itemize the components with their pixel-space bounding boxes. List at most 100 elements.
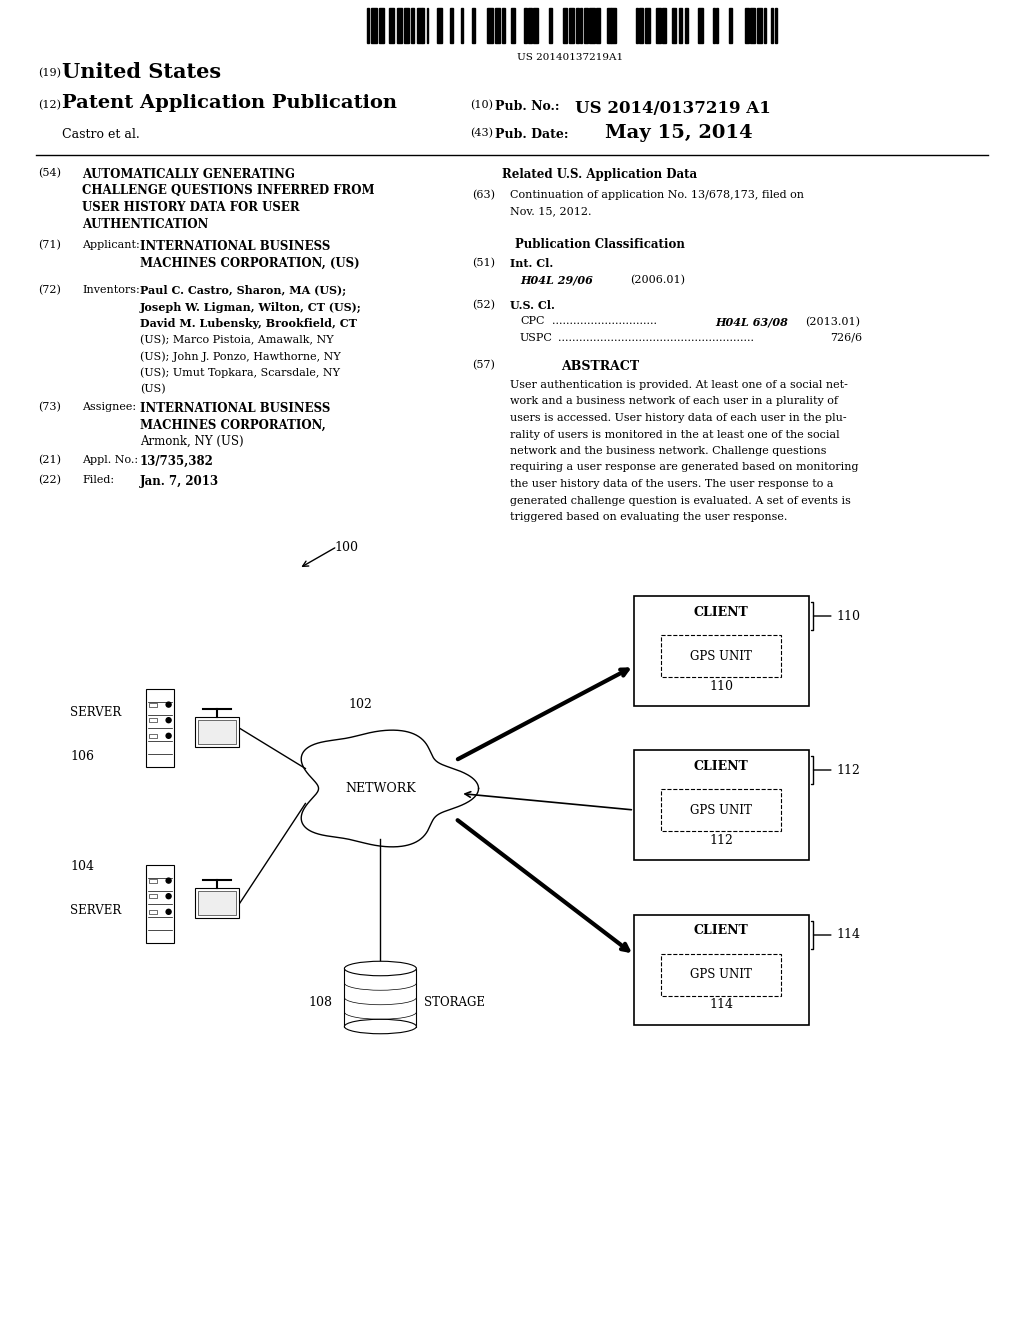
- Bar: [371, 8, 377, 44]
- Text: Related U.S. Application Data: Related U.S. Application Data: [503, 168, 697, 181]
- Text: (57): (57): [472, 360, 495, 371]
- Bar: [487, 8, 493, 44]
- Text: Applicant:: Applicant:: [82, 240, 139, 249]
- Bar: [148, 894, 157, 898]
- Bar: [729, 8, 732, 44]
- Text: (12): (12): [38, 100, 61, 111]
- Text: (22): (22): [38, 475, 61, 486]
- Text: Pub. Date:: Pub. Date:: [495, 128, 568, 141]
- Bar: [764, 8, 766, 44]
- Bar: [502, 8, 505, 44]
- Bar: [148, 909, 157, 913]
- Text: SERVER: SERVER: [71, 904, 122, 917]
- Bar: [590, 8, 595, 44]
- Text: 106: 106: [71, 750, 94, 763]
- Bar: [662, 635, 781, 677]
- Bar: [607, 8, 610, 44]
- Text: network and the business network. Challenge questions: network and the business network. Challe…: [510, 446, 826, 455]
- Text: Patent Application Publication: Patent Application Publication: [62, 94, 397, 112]
- Text: (73): (73): [38, 403, 60, 412]
- Text: U.S. Cl.: U.S. Cl.: [510, 300, 555, 312]
- Bar: [524, 8, 527, 44]
- Text: (54): (54): [38, 168, 61, 178]
- Text: (2006.01): (2006.01): [630, 275, 685, 285]
- Text: US 20140137219A1: US 20140137219A1: [517, 53, 623, 62]
- Text: (US): (US): [140, 384, 166, 395]
- Bar: [639, 8, 643, 44]
- Text: 114: 114: [710, 998, 733, 1011]
- Text: Joseph W. Ligman, Wilton, CT (US);: Joseph W. Ligman, Wilton, CT (US);: [140, 301, 361, 313]
- Text: USER HISTORY DATA FOR USER: USER HISTORY DATA FOR USER: [82, 201, 300, 214]
- Text: users is accessed. User history data of each user in the plu-: users is accessed. User history data of …: [510, 413, 847, 422]
- Circle shape: [166, 734, 171, 738]
- Text: ABSTRACT: ABSTRACT: [561, 360, 639, 374]
- Bar: [713, 8, 715, 44]
- Text: (US); Umut Topkara, Scarsdale, NY: (US); Umut Topkara, Scarsdale, NY: [140, 367, 340, 378]
- Bar: [423, 8, 424, 44]
- Bar: [663, 8, 667, 44]
- Bar: [196, 717, 240, 747]
- Text: User authentication is provided. At least one of a social net-: User authentication is provided. At leas…: [510, 380, 848, 389]
- Text: H04L 63/08: H04L 63/08: [715, 317, 787, 327]
- Text: SERVER: SERVER: [71, 706, 122, 719]
- Text: CLIENT: CLIENT: [694, 759, 749, 772]
- Text: 104: 104: [71, 861, 94, 873]
- Text: ..............................: ..............................: [552, 317, 657, 326]
- Bar: [634, 597, 809, 706]
- Bar: [745, 8, 749, 44]
- Text: CLIENT: CLIENT: [694, 606, 749, 619]
- Text: NETWORK: NETWORK: [345, 781, 416, 795]
- Text: INTERNATIONAL BUSINESS: INTERNATIONAL BUSINESS: [140, 240, 331, 253]
- Text: (US); Marco Pistoia, Amawalk, NY: (US); Marco Pistoia, Amawalk, NY: [140, 334, 334, 345]
- Text: Nov. 15, 2012.: Nov. 15, 2012.: [510, 206, 592, 216]
- Text: 100: 100: [335, 541, 358, 554]
- Bar: [774, 8, 776, 44]
- Text: triggered based on evaluating the user response.: triggered based on evaluating the user r…: [510, 512, 787, 521]
- Bar: [662, 789, 781, 832]
- Text: AUTOMATICALLY GENERATING: AUTOMATICALLY GENERATING: [82, 168, 295, 181]
- Text: (2013.01): (2013.01): [805, 317, 860, 327]
- Text: (63): (63): [472, 190, 495, 201]
- Bar: [411, 8, 414, 44]
- Bar: [461, 8, 463, 44]
- Bar: [697, 8, 703, 44]
- Text: (US); John J. Ponzo, Hawthorne, NY: (US); John J. Ponzo, Hawthorne, NY: [140, 351, 341, 362]
- Polygon shape: [301, 730, 478, 847]
- Text: 102: 102: [348, 698, 373, 711]
- Bar: [771, 8, 773, 44]
- Bar: [751, 8, 756, 44]
- Text: GPS UNIT: GPS UNIT: [690, 804, 753, 817]
- Bar: [389, 8, 394, 44]
- Bar: [596, 8, 600, 44]
- Bar: [569, 8, 573, 44]
- Bar: [367, 8, 369, 44]
- Circle shape: [166, 894, 171, 899]
- Text: Publication Classification: Publication Classification: [515, 238, 685, 251]
- Text: 13/735,382: 13/735,382: [140, 455, 214, 469]
- Text: Assignee:: Assignee:: [82, 403, 136, 412]
- Text: GPS UNIT: GPS UNIT: [690, 969, 753, 982]
- Text: 112: 112: [837, 763, 860, 776]
- Bar: [717, 8, 718, 44]
- Text: Continuation of application No. 13/678,173, filed on: Continuation of application No. 13/678,1…: [510, 190, 804, 201]
- Bar: [427, 8, 428, 44]
- Bar: [563, 8, 566, 44]
- Text: 112: 112: [710, 833, 733, 846]
- Bar: [196, 887, 240, 917]
- Text: (10): (10): [470, 100, 493, 111]
- Text: 114: 114: [837, 928, 861, 941]
- Text: generated challenge question is evaluated. A set of events is: generated challenge question is evaluate…: [510, 495, 851, 506]
- Bar: [472, 8, 475, 44]
- Bar: [145, 689, 174, 767]
- Text: (21): (21): [38, 455, 61, 466]
- Bar: [584, 8, 588, 44]
- Text: (71): (71): [38, 240, 60, 251]
- Bar: [450, 8, 453, 44]
- Bar: [672, 8, 677, 44]
- Bar: [636, 8, 638, 44]
- Bar: [656, 8, 662, 44]
- Text: USPC: USPC: [520, 333, 553, 343]
- Text: Int. Cl.: Int. Cl.: [510, 257, 553, 269]
- Text: 726/6: 726/6: [830, 333, 862, 343]
- Text: May 15, 2014: May 15, 2014: [605, 124, 753, 143]
